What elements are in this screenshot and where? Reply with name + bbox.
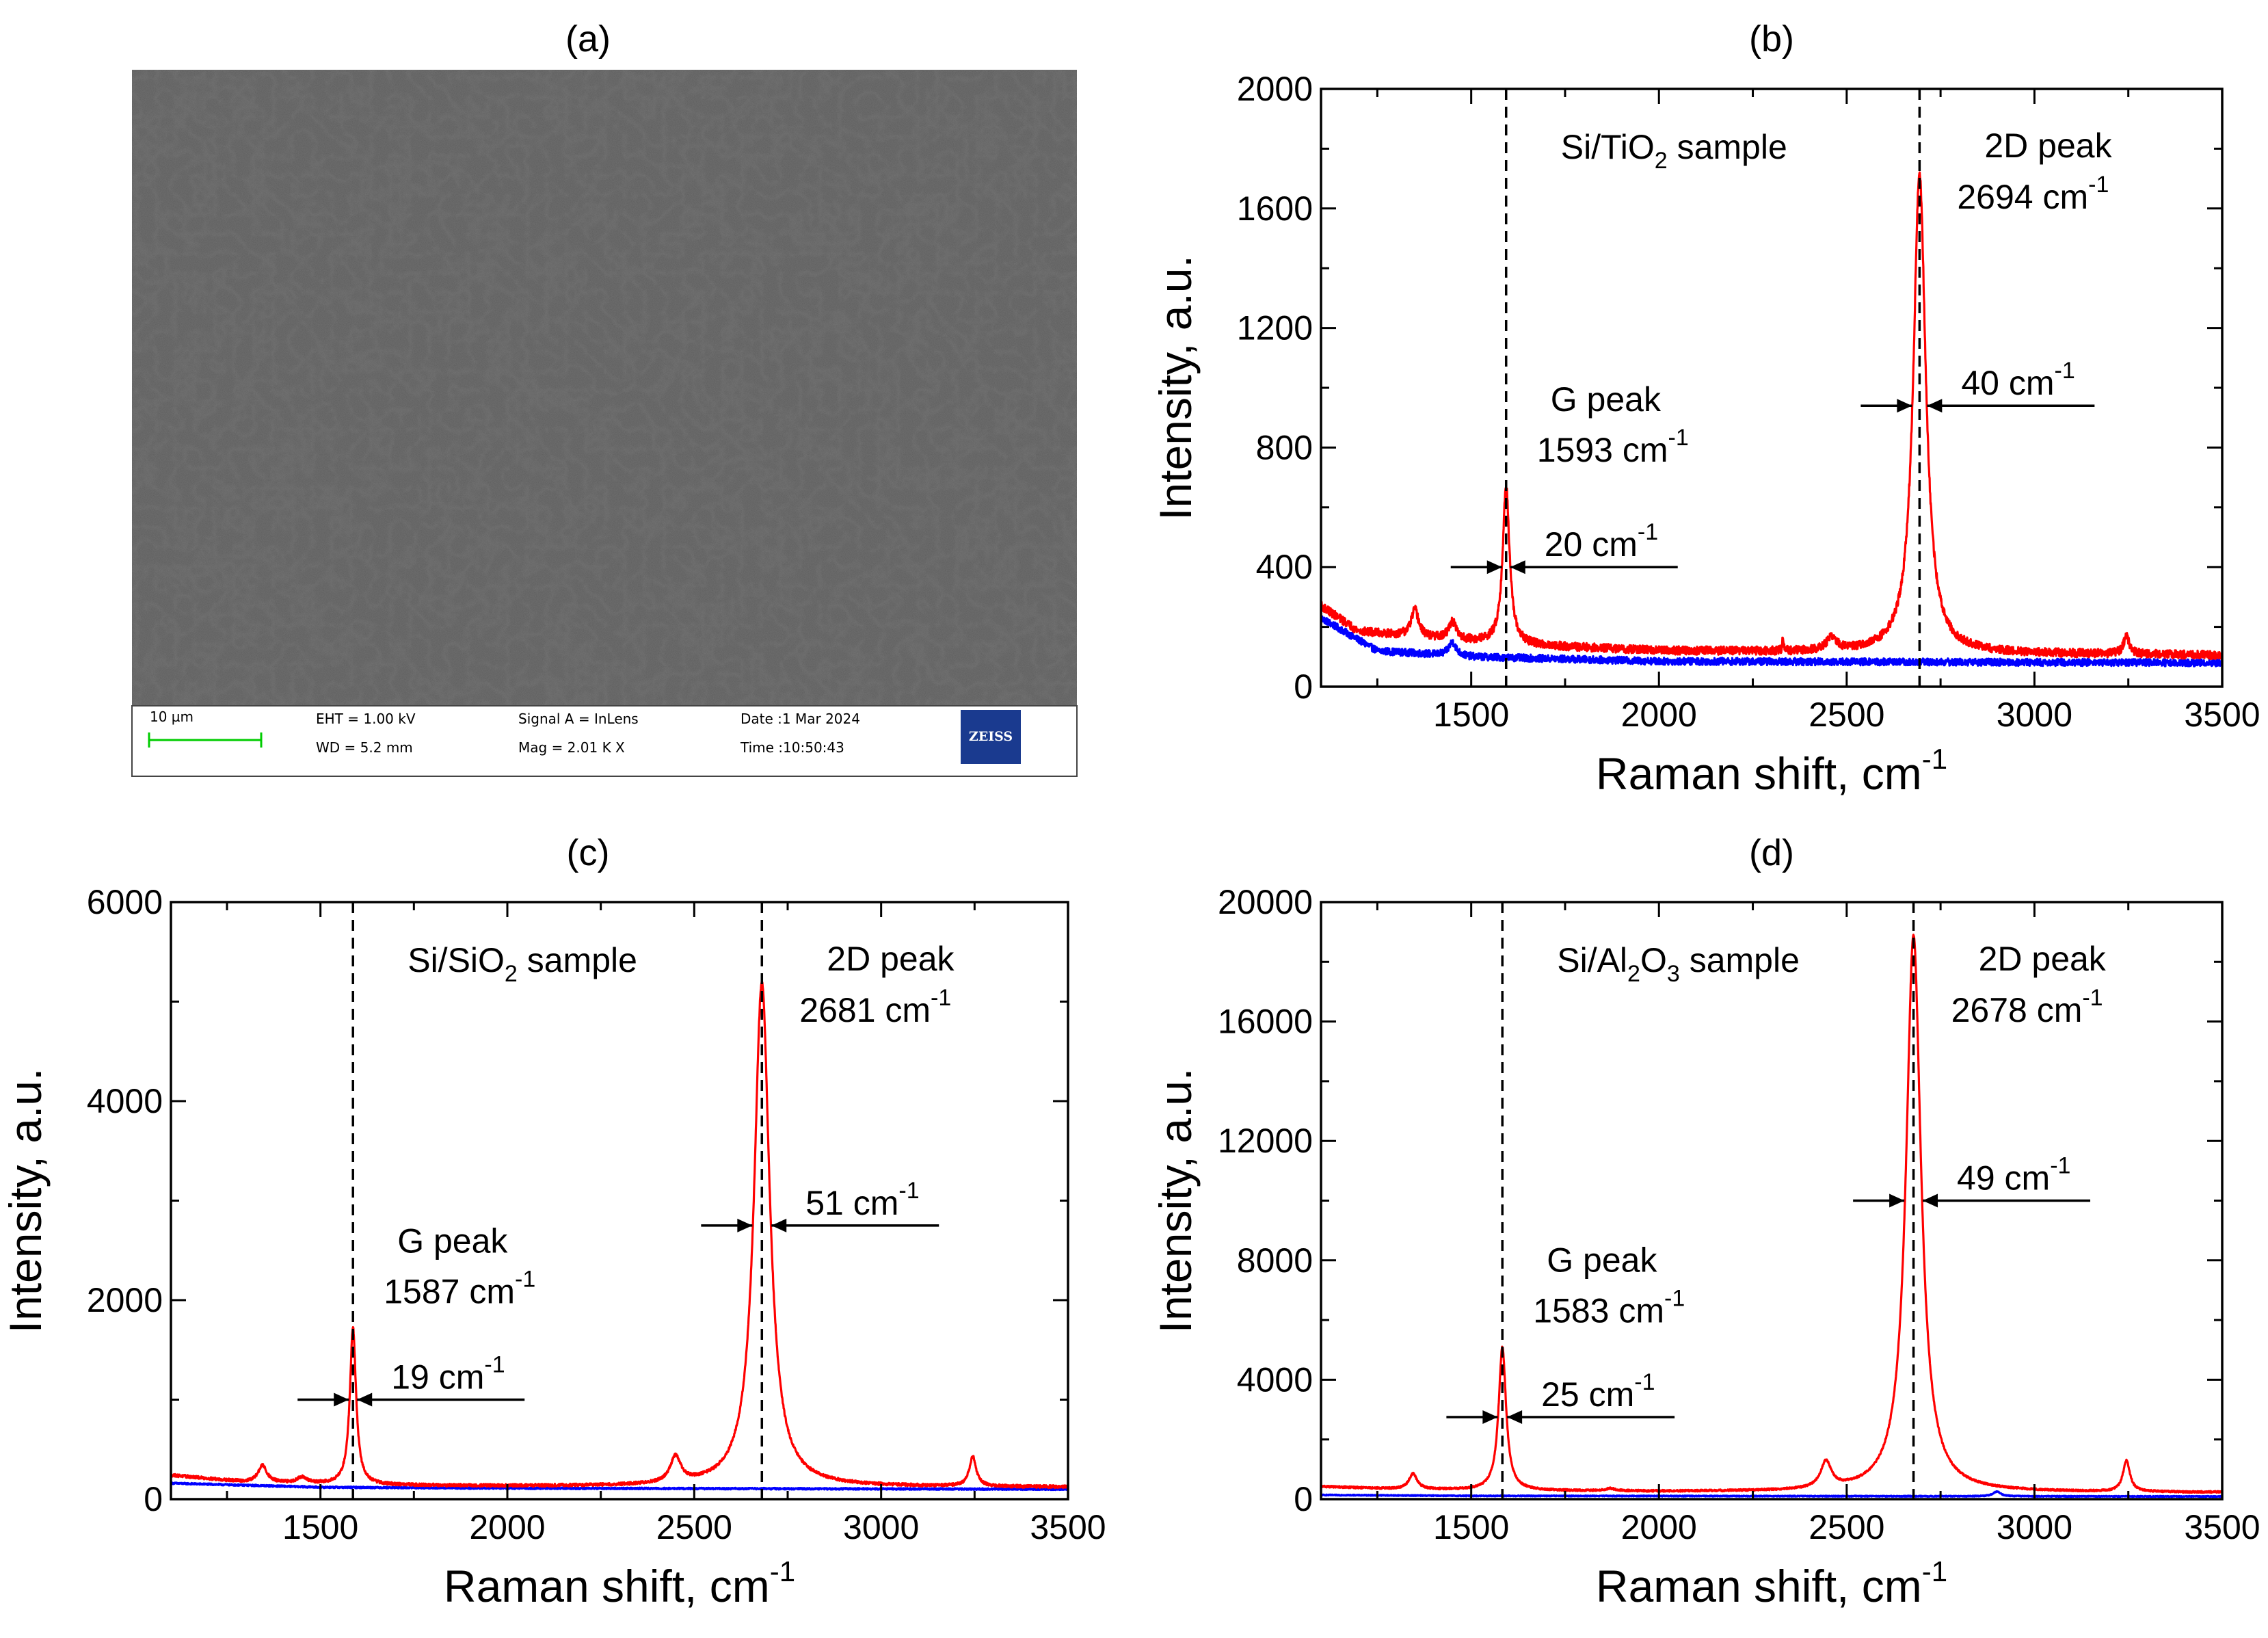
y-axis-label: Intensity, a.u.: [1150, 1068, 1201, 1334]
series-substrate: [1321, 615, 2222, 668]
g-fwhm-label: 19 cm-1: [391, 1352, 505, 1397]
y-tick-label: 4000: [1237, 1360, 1313, 1399]
panel-label: (c): [567, 832, 610, 873]
panel-label-a: (a): [565, 18, 611, 60]
zeiss-logo: [961, 710, 1021, 764]
d2-fwhm-arrowhead-left: [1897, 399, 1912, 413]
x-tick-label: 1500: [282, 1508, 358, 1546]
y-tick-label: 400: [1256, 548, 1313, 586]
x-tick-label: 2000: [1621, 1508, 1697, 1546]
sample-label: Si/SiO2 sample: [408, 941, 637, 987]
y-tick-label: 800: [1256, 428, 1313, 466]
sem-eht: EHT = 1.00 kV: [316, 711, 416, 727]
y-tick-label: 2000: [87, 1281, 163, 1319]
d2-fwhm-arrowhead-right: [771, 1218, 787, 1232]
x-axis-label: Raman shift, cm-1: [444, 1555, 795, 1611]
g-fwhm-arrowhead-right: [357, 1392, 373, 1407]
panel-a-sem-image: (a) 10 µm EHT = 1.00 kV WD = 5.2 mm Sign…: [131, 18, 1078, 777]
g-fwhm-arrowhead-left: [1486, 560, 1502, 574]
g-peak-name: G peak: [397, 1222, 508, 1260]
spectra: [1321, 934, 2222, 1498]
d2-fwhm-arrowhead-right: [1927, 399, 1943, 413]
x-tick-label: 3500: [2184, 696, 2260, 734]
panel-b-chart: (b) 1500 2000 2500 3000 3500 0 400 800 1200 1600 20…: [1150, 18, 2260, 799]
d2-peak-name: 2D peak: [1984, 127, 2112, 165]
g-peak-name: G peak: [1551, 380, 1662, 419]
x-axis-label: Raman shift, cm-1: [1596, 1555, 1947, 1611]
d2-peak-position: 2694 cm-1: [1957, 172, 2109, 216]
d2-fwhm-label: 49 cm-1: [1957, 1153, 2070, 1198]
d2-fwhm-arrowhead-left: [737, 1218, 753, 1232]
y-tick-label: 8000: [1237, 1241, 1313, 1280]
y-axis-label: Intensity, a.u.: [0, 1068, 51, 1334]
d2-peak-position: 2678 cm-1: [1951, 985, 2103, 1029]
y-tick-label: 16000: [1218, 1003, 1313, 1041]
g-peak-position: 1593 cm-1: [1537, 425, 1689, 469]
g-peak-position: 1583 cm-1: [1533, 1285, 1685, 1330]
x-axis-label: Raman shift, cm-1: [1596, 743, 1947, 799]
panel-d-chart: (d) 1500 2000 2500 3000 3500 0 4000 8000 12000 160…: [1150, 832, 2260, 1611]
x-tick-label: 1500: [1433, 1508, 1509, 1546]
panel-label: (d): [1749, 832, 1794, 873]
y-tick-label: 1200: [1237, 309, 1313, 347]
d2-peak-name: 2D peak: [1979, 940, 2107, 978]
y-tick-label: 12000: [1218, 1122, 1313, 1160]
series-graphene: [1321, 171, 2222, 661]
y-tick-label: 0: [1294, 668, 1313, 706]
series-graphene: [171, 979, 1068, 1490]
x-tick-label: 2500: [656, 1508, 732, 1546]
d2-peak-name: 2D peak: [827, 940, 955, 978]
panel-label: (b): [1749, 18, 1794, 60]
spectra: [171, 979, 1068, 1492]
d2-fwhm-label: 51 cm-1: [805, 1178, 919, 1222]
x-tick-label: 2500: [1809, 696, 1884, 734]
zeiss-logo-text: ZEISS: [969, 729, 1013, 744]
y-tick-label: 0: [1294, 1480, 1313, 1518]
sem-mag: Mag = 2.01 K X: [518, 739, 625, 756]
series-graphene: [1321, 934, 2222, 1494]
y-tick-label: 0: [144, 1480, 163, 1518]
x-tick-label: 3000: [1997, 696, 2072, 734]
g-fwhm-arrowhead-right: [1510, 560, 1525, 574]
x-tick-label: 3000: [1997, 1508, 2072, 1546]
x-tick-label: 2500: [1809, 1508, 1884, 1546]
d2-fwhm-label: 40 cm-1: [1961, 358, 2074, 402]
g-fwhm-arrowhead-left: [334, 1392, 349, 1407]
sem-signal: Signal A = InLens: [518, 711, 639, 727]
x-tick-label: 1500: [1433, 696, 1509, 734]
x-tick-label: 3500: [2184, 1508, 2260, 1546]
g-fwhm-label: 20 cm-1: [1545, 519, 1658, 564]
y-tick-label: 4000: [87, 1082, 163, 1120]
sample-label: Si/Al2O3 sample: [1557, 941, 1800, 987]
x-tick-label: 3000: [843, 1508, 919, 1546]
y-tick-label: 2000: [1237, 70, 1313, 108]
x-tick-label: 3500: [1030, 1508, 1106, 1546]
x-tick-label: 2000: [469, 1508, 545, 1546]
g-fwhm-arrowhead-left: [1482, 1410, 1498, 1424]
sem-wd: WD = 5.2 mm: [316, 739, 413, 756]
y-tick-label: 6000: [87, 883, 163, 921]
d2-fwhm-arrowhead-left: [1889, 1193, 1905, 1208]
sample-label: Si/TiO2 sample: [1561, 128, 1787, 174]
d2-fwhm-arrowhead-right: [1923, 1193, 1938, 1208]
scale-bar-label: 10 µm: [150, 709, 194, 725]
g-peak-position: 1587 cm-1: [384, 1267, 535, 1311]
spectra: [1321, 171, 2222, 668]
g-peak-name: G peak: [1547, 1241, 1657, 1279]
y-tick-label: 1600: [1237, 189, 1313, 228]
sem-defects: [132, 70, 1077, 706]
sem-time: Time :10:50:43: [740, 739, 844, 756]
g-fwhm-label: 25 cm-1: [1541, 1369, 1655, 1414]
g-fwhm-arrowhead-right: [1507, 1410, 1523, 1424]
y-tick-label: 20000: [1218, 883, 1313, 921]
x-tick-label: 2000: [1621, 696, 1697, 734]
y-axis-label: Intensity, a.u.: [1150, 255, 1201, 520]
sem-info-bar: [131, 705, 1078, 777]
sem-date: Date :1 Mar 2024: [741, 711, 860, 727]
panel-c-chart: (c) 1500 2000 2500 3000 3500 0 2000 4000 6000 Rama…: [0, 832, 1106, 1611]
d2-peak-position: 2681 cm-1: [799, 985, 951, 1029]
